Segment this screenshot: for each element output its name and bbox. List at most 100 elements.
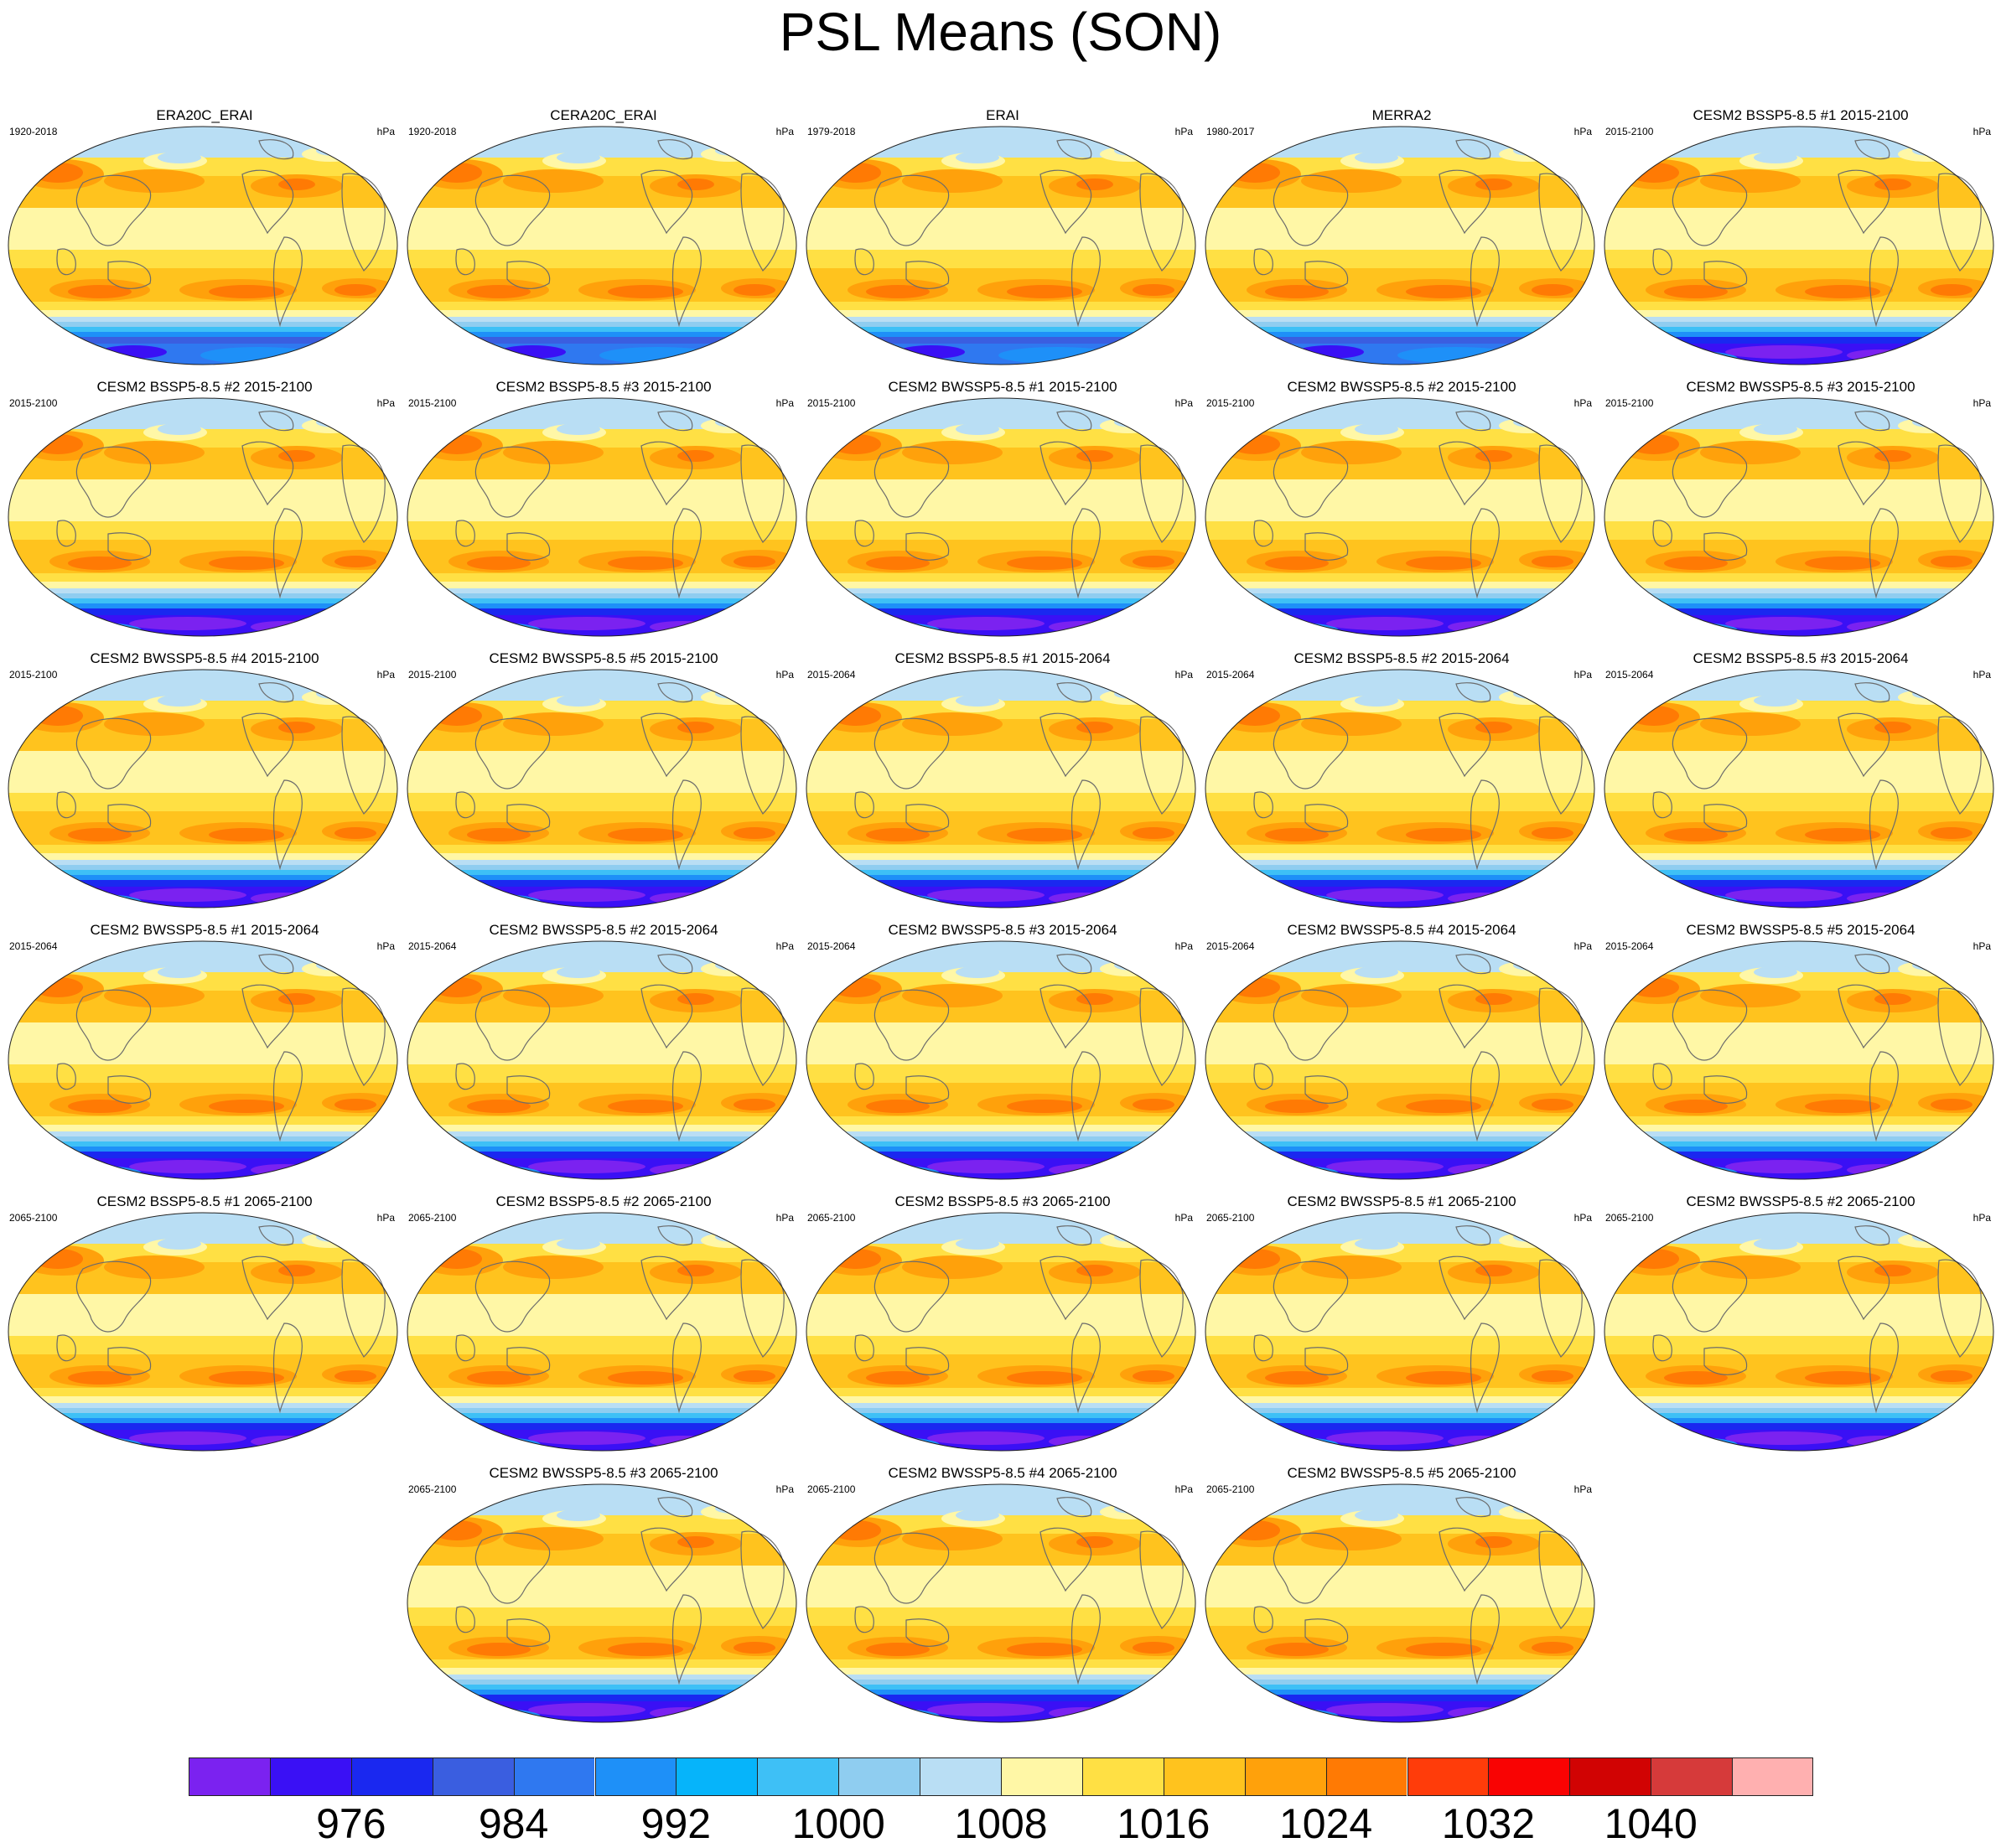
- panel-title: CESM2 BWSSP5-8.5 #1 2015-2064: [90, 922, 319, 938]
- panel-title: CESM2 BWSSP5-8.5 #4 2015-2064: [1287, 922, 1516, 938]
- psl-map: [8, 669, 398, 908]
- panel-title: CERA20C_ERAI: [550, 107, 657, 123]
- psl-map: [1604, 1212, 1994, 1452]
- panel-title: CESM2 BSSP5-8.5 #1 2065-2100: [96, 1193, 313, 1209]
- map-panel: CESM2 BSSP5-8.5 #2 2015-2064 2015-2064 hPa: [1205, 650, 1599, 910]
- panel-units: hPa: [1573, 397, 1592, 409]
- panel-title: CESM2 BSSP5-8.5 #3 2015-2064: [1693, 650, 1909, 666]
- panel-units: hPa: [1972, 1212, 1991, 1224]
- psl-map: [8, 940, 398, 1180]
- panel-period: 2065-2100: [408, 1483, 457, 1495]
- map-panel: CESM2 BSSP5-8.5 #3 2065-2100 2065-2100 hPa: [806, 1193, 1200, 1453]
- panel-period: 2015-2100: [9, 397, 58, 409]
- map-panel: MERRA2 1980-2017 hPa: [1205, 107, 1599, 367]
- psl-map: [407, 669, 797, 908]
- psl-map: [407, 126, 797, 365]
- psl-map: [1205, 669, 1595, 908]
- map-panel: CESM2 BWSSP5-8.5 #3 2015-2100 2015-2100 hP…: [1604, 379, 1998, 639]
- psl-map: [1604, 397, 1994, 637]
- psl-map: [8, 126, 398, 365]
- panel-title: CESM2 BWSSP5-8.5 #3 2015-2064: [888, 922, 1117, 938]
- colorbar-tick-label: 1040: [1604, 1800, 1698, 1847]
- panel-units: hPa: [775, 1483, 794, 1495]
- panel-title: CESM2 BWSSP5-8.5 #5 2065-2100: [1287, 1465, 1516, 1481]
- panel-period: 2015-2064: [408, 940, 457, 952]
- map-panel: CESM2 BWSSP5-8.5 #2 2065-2100 2065-2100 hP…: [1604, 1193, 1998, 1453]
- panel-units: hPa: [775, 397, 794, 409]
- panel-period: 2015-2064: [807, 669, 856, 681]
- panel-units: hPa: [1174, 397, 1193, 409]
- panel-title: MERRA2: [1371, 107, 1432, 123]
- colorbar-swatch: [1569, 1757, 1651, 1796]
- colorbar-tick-label: 1024: [1278, 1800, 1373, 1847]
- map-panel: CESM2 BWSSP5-8.5 #4 2065-2100 2065-2100 hP…: [806, 1465, 1200, 1725]
- panel-period: 2015-2064: [807, 940, 856, 952]
- colorbar-swatch: [432, 1757, 514, 1796]
- colorbar-swatch: [1081, 1757, 1164, 1796]
- panel-period: 2015-2064: [1605, 940, 1654, 952]
- colorbar-tick-label: 1032: [1441, 1800, 1535, 1847]
- psl-map: [1205, 126, 1595, 365]
- panel-units: hPa: [1174, 669, 1193, 681]
- colorbar-swatch: [189, 1757, 270, 1796]
- panel-units: hPa: [1573, 1483, 1592, 1495]
- panel-units: hPa: [1174, 126, 1193, 137]
- panel-units: hPa: [775, 669, 794, 681]
- panel-units: hPa: [775, 126, 794, 137]
- colorbar-tick-label: 1000: [791, 1800, 885, 1847]
- panel-period: 2015-2100: [9, 669, 58, 681]
- panel-period: 2015-2100: [408, 669, 457, 681]
- colorbar-swatch: [1163, 1757, 1245, 1796]
- map-panel: CESM2 BSSP5-8.5 #3 2015-2100 2015-2100 hPa: [407, 379, 801, 639]
- map-panel: CESM2 BWSSP5-8.5 #4 2015-2064 2015-2064 hP…: [1205, 922, 1599, 1182]
- panel-title: CESM2 BSSP5-8.5 #1 2015-2064: [894, 650, 1111, 666]
- map-panel: CESM2 BSSP5-8.5 #2 2065-2100 2065-2100 hPa: [407, 1193, 801, 1453]
- map-panel: CESM2 BSSP5-8.5 #1 2015-2100 2015-2100 hPa: [1604, 107, 1998, 367]
- panel-units: hPa: [1972, 940, 1991, 952]
- panel-period: 2015-2100: [1206, 397, 1255, 409]
- psl-map: [407, 940, 797, 1180]
- map-panel: ERAI 1979-2018 hPa: [806, 107, 1200, 367]
- psl-map: [806, 1212, 1196, 1452]
- colorbar-swatch: [269, 1757, 351, 1796]
- panel-period: 2015-2100: [1605, 397, 1654, 409]
- panel-period: 1920-2018: [408, 126, 457, 137]
- panel-title: CESM2 BSSP5-8.5 #2 2065-2100: [495, 1193, 712, 1209]
- panel-period: 2065-2100: [408, 1212, 457, 1224]
- panel-period: 1980-2017: [1206, 126, 1255, 137]
- map-panel: CESM2 BWSSP5-8.5 #4 2015-2100 2015-2100 hP…: [8, 650, 402, 910]
- psl-map: [1205, 940, 1595, 1180]
- panel-units: hPa: [376, 126, 395, 137]
- panel-title: CESM2 BWSSP5-8.5 #4 2015-2100: [90, 650, 319, 666]
- map-panel: CESM2 BWSSP5-8.5 #2 2015-2064 2015-2064 hP…: [407, 922, 801, 1182]
- panel-period: 2065-2100: [1206, 1212, 1255, 1224]
- panel-title: CESM2 BWSSP5-8.5 #5 2015-2100: [489, 650, 718, 666]
- panel-title: CESM2 BWSSP5-8.5 #1 2015-2100: [888, 379, 1117, 395]
- colorbar-swatch: [1244, 1757, 1326, 1796]
- colorbar-swatch: [838, 1757, 920, 1796]
- panel-period: 1979-2018: [807, 126, 856, 137]
- colorbar-swatch: [1325, 1757, 1407, 1796]
- map-panel: CESM2 BWSSP5-8.5 #5 2065-2100 2065-2100 hP…: [1205, 1465, 1599, 1725]
- map-panel: CESM2 BWSSP5-8.5 #1 2015-2064 2015-2064 hP…: [8, 922, 402, 1182]
- panel-period: 2065-2100: [807, 1212, 856, 1224]
- map-panel: CESM2 BWSSP5-8.5 #3 2065-2100 2065-2100 hP…: [407, 1465, 801, 1725]
- panel-title: CESM2 BWSSP5-8.5 #1 2065-2100: [1287, 1193, 1516, 1209]
- panel-units: hPa: [1972, 397, 1991, 409]
- map-panel: CESM2 BWSSP5-8.5 #3 2015-2064 2015-2064 hP…: [806, 922, 1200, 1182]
- panel-title: CESM2 BWSSP5-8.5 #2 2015-2100: [1287, 379, 1516, 395]
- psl-map: [1205, 1483, 1595, 1723]
- psl-map: [1604, 940, 1994, 1180]
- psl-map: [407, 397, 797, 637]
- panel-period: 1920-2018: [9, 126, 58, 137]
- panel-units: hPa: [376, 940, 395, 952]
- map-panel: CESM2 BSSP5-8.5 #3 2015-2064 2015-2064 hPa: [1604, 650, 1998, 910]
- colorbar-swatch: [920, 1757, 1001, 1796]
- panel-title: CESM2 BWSSP5-8.5 #3 2015-2100: [1686, 379, 1915, 395]
- panel-units: hPa: [1573, 126, 1592, 137]
- panel-units: hPa: [1174, 1212, 1193, 1224]
- panel-period: 2065-2100: [807, 1483, 856, 1495]
- map-panel: CESM2 BWSSP5-8.5 #1 2065-2100 2065-2100 hP…: [1205, 1193, 1599, 1453]
- psl-map: [1604, 126, 1994, 365]
- psl-map: [8, 1212, 398, 1452]
